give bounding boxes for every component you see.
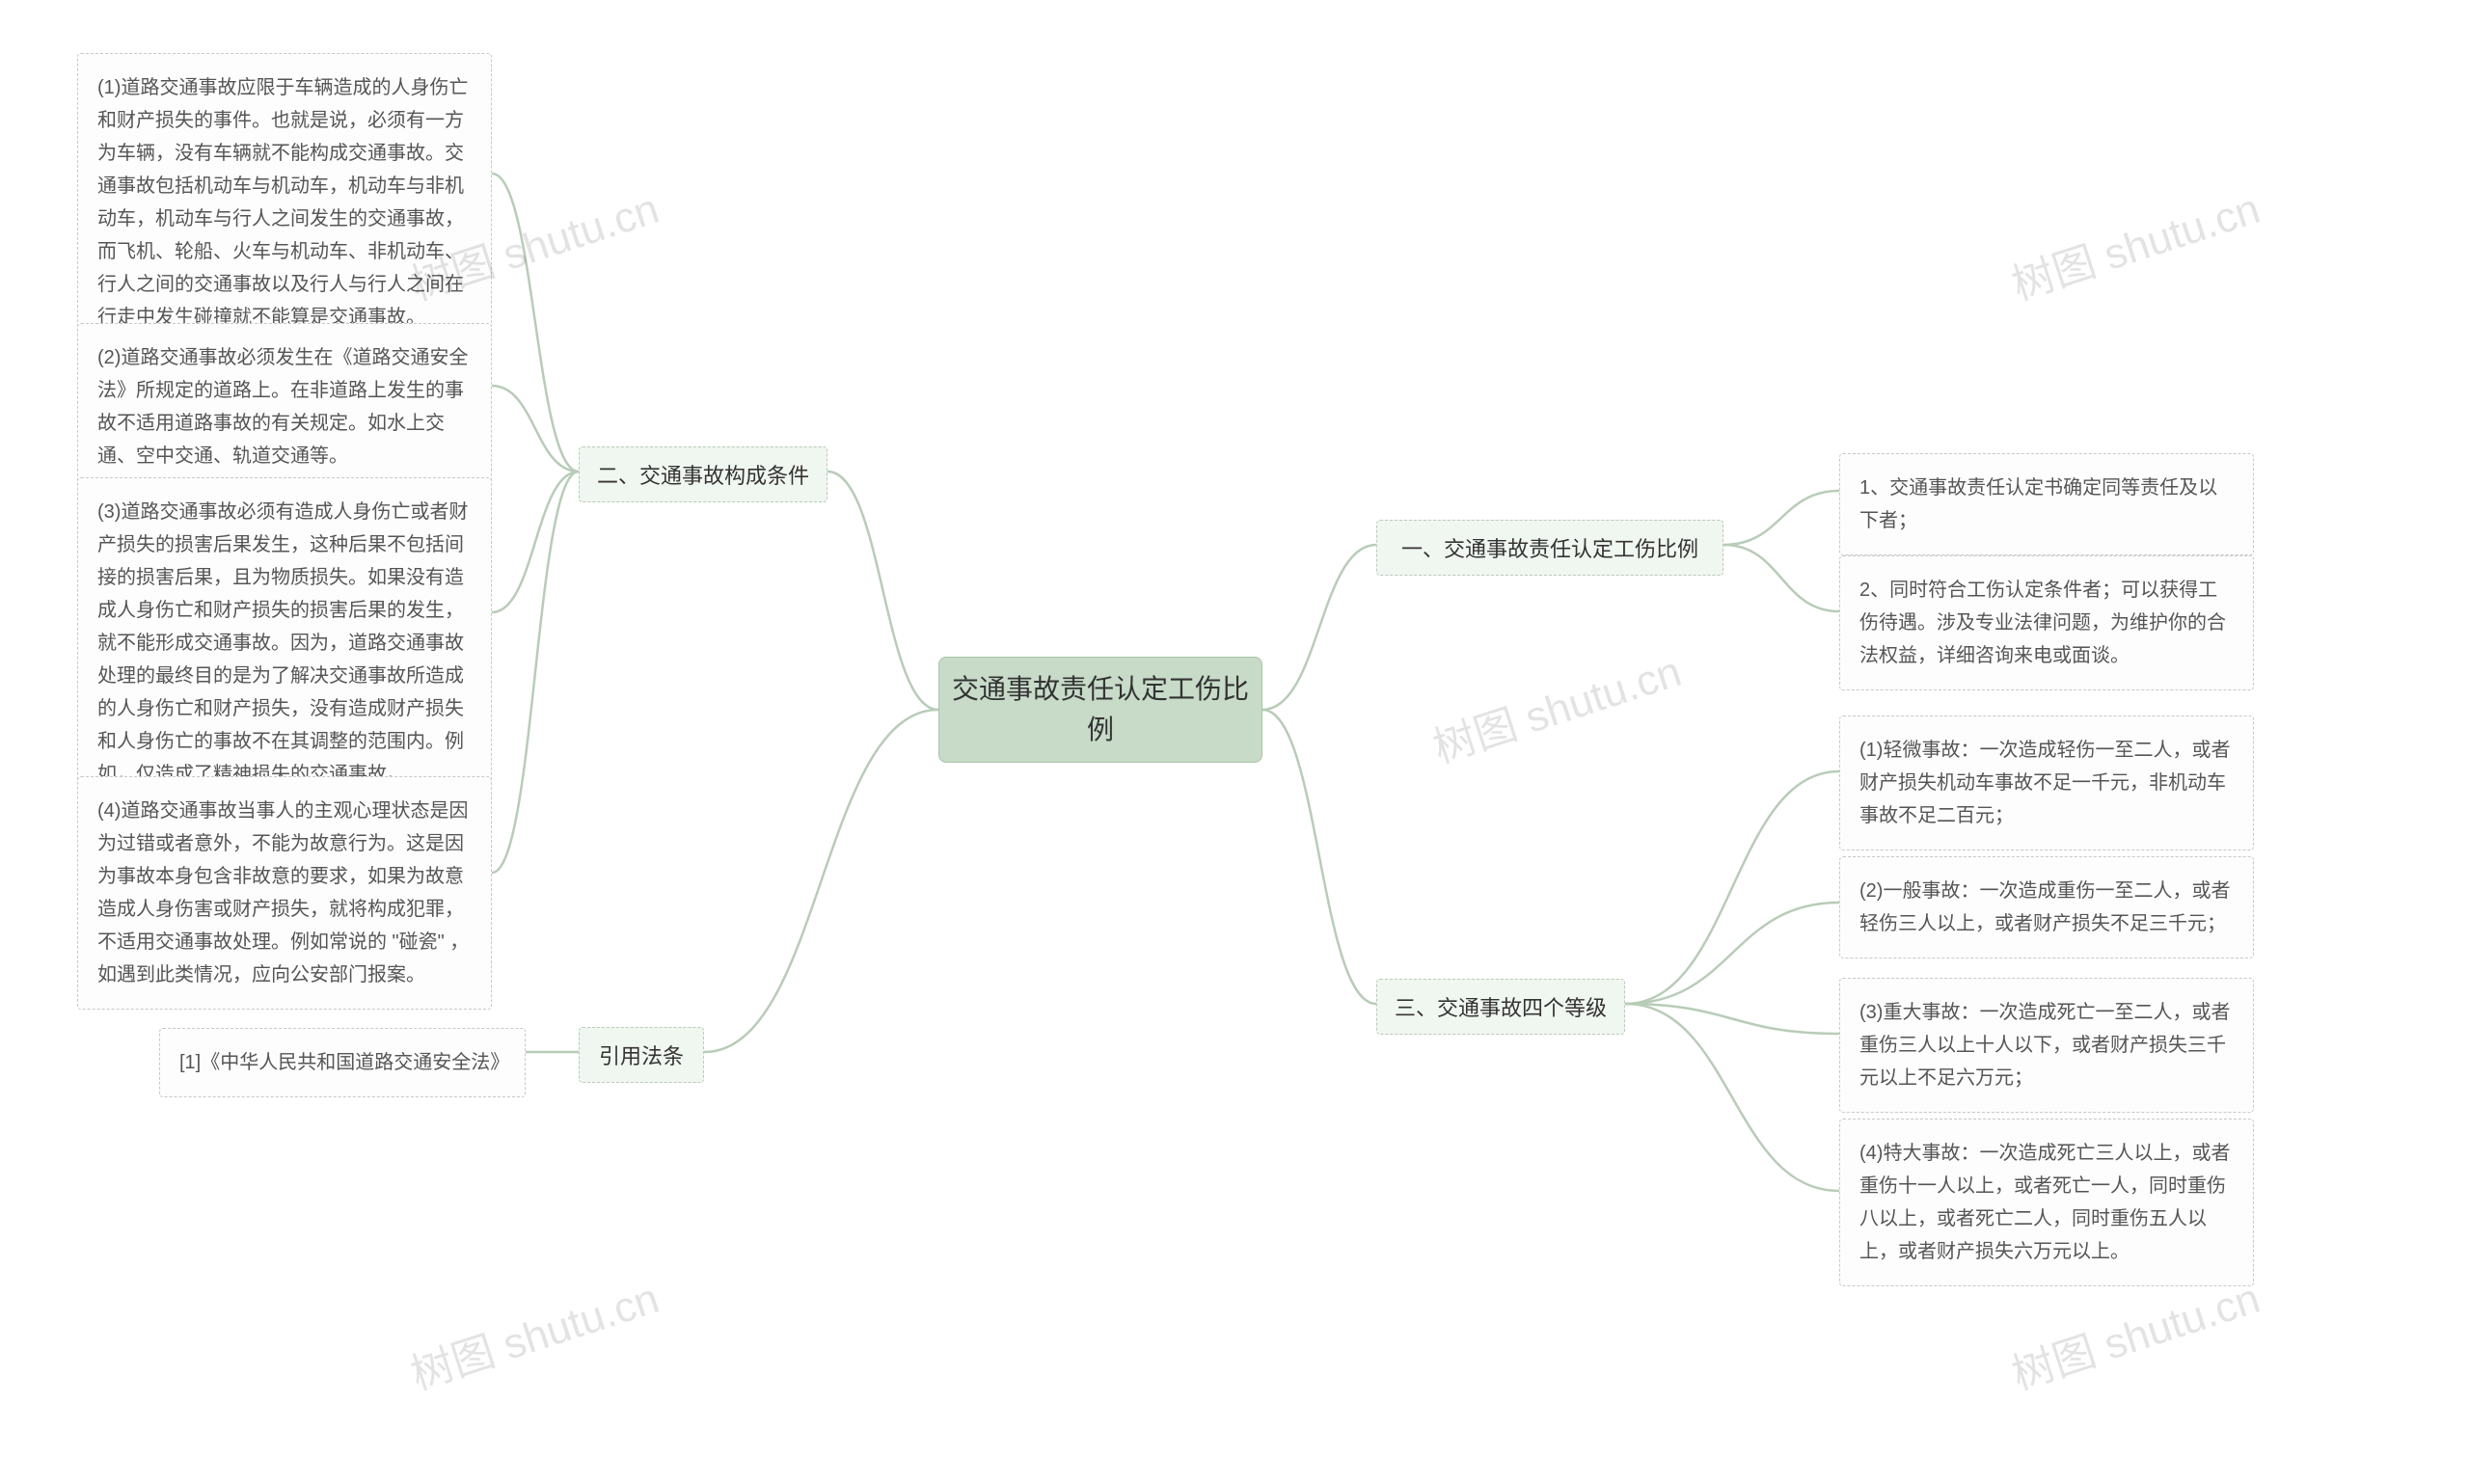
branch-r1: 一、交通事故责任认定工伤比例 <box>1376 520 1723 576</box>
branch-l2: 二、交通事故构成条件 <box>579 446 828 502</box>
branch-r3-text: 三、交通事故四个等级 <box>1395 991 1607 1022</box>
branch-r3: 三、交通事故四个等级 <box>1376 979 1625 1035</box>
leaf-l2d: (4)道路交通事故当事人的主观心理状态是因为过错或者意外，不能为故意行为。这是因… <box>77 776 492 1010</box>
leaf-lrefa: [1]《中华人民共和国道路交通安全法》 <box>159 1028 526 1097</box>
root-node-text: 交通事故责任认定工伤比例 <box>939 669 1262 750</box>
leaf-l2c-text: (3)道路交通事故必须有造成人身伤亡或者财产损失的损害后果发生，这种后果不包括间… <box>97 496 472 791</box>
leaf-r3b-text: (2)一般事故：一次造成重伤一至二人，或者轻伤三人以上，或者财产损失不足三千元； <box>1859 875 2234 940</box>
leaf-r3a-text: (1)轻微事故：一次造成轻伤一至二人，或者财产损失机动车事故不足一千元，非机动车… <box>1859 734 2234 832</box>
branch-lref: 引用法条 <box>579 1027 704 1083</box>
leaf-l2a-text: (1)道路交通事故应限于车辆造成的人身伤亡和财产损失的事件。也就是说，必须有一方… <box>97 71 472 334</box>
branch-lref-text: 引用法条 <box>599 1039 684 1070</box>
leaf-l2b-text: (2)道路交通事故必须发生在《道路交通安全法》所规定的道路上。在非道路上发生的事… <box>97 341 472 472</box>
branch-l2-text: 二、交通事故构成条件 <box>597 459 809 490</box>
leaf-l2b: (2)道路交通事故必须发生在《道路交通安全法》所规定的道路上。在非道路上发生的事… <box>77 323 492 491</box>
leaf-l2a: (1)道路交通事故应限于车辆造成的人身伤亡和财产损失的事件。也就是说，必须有一方… <box>77 53 492 352</box>
leaf-r3d: (4)特大事故：一次造成死亡三人以上，或者重伤十一人以上，或者死亡一人，同时重伤… <box>1839 1119 2254 1286</box>
leaf-r1a-text: 1、交通事故责任认定书确定同等责任及以下者； <box>1859 472 2234 537</box>
leaf-r1b-text: 2、同时符合工伤认定条件者；可以获得工伤待遇。涉及专业法律问题，为维护你的合法权… <box>1859 574 2234 672</box>
leaf-r1a: 1、交通事故责任认定书确定同等责任及以下者； <box>1839 453 2254 555</box>
leaf-l2d-text: (4)道路交通事故当事人的主观心理状态是因为过错或者意外，不能为故意行为。这是因… <box>97 795 472 991</box>
branch-r1-text: 一、交通事故责任认定工伤比例 <box>1401 532 1698 563</box>
leaf-r3c-text: (3)重大事故：一次造成死亡一至二人，或者重伤三人以上十人以下，或者财产损失三千… <box>1859 996 2234 1094</box>
leaf-r1b: 2、同时符合工伤认定条件者；可以获得工伤待遇。涉及专业法律问题，为维护你的合法权… <box>1839 555 2254 690</box>
leaf-lrefa-text: [1]《中华人民共和国道路交通安全法》 <box>179 1046 505 1079</box>
leaf-r3b: (2)一般事故：一次造成重伤一至二人，或者轻伤三人以上，或者财产损失不足三千元； <box>1839 856 2254 958</box>
leaf-r3a: (1)轻微事故：一次造成轻伤一至二人，或者财产损失机动车事故不足一千元，非机动车… <box>1839 715 2254 850</box>
leaf-r3c: (3)重大事故：一次造成死亡一至二人，或者重伤三人以上十人以下，或者财产损失三千… <box>1839 978 2254 1113</box>
root-node: 交通事故责任认定工伤比例 <box>938 657 1262 763</box>
leaf-r3d-text: (4)特大事故：一次造成死亡三人以上，或者重伤十一人以上，或者死亡一人，同时重伤… <box>1859 1137 2234 1268</box>
leaf-l2c: (3)道路交通事故必须有造成人身伤亡或者财产损失的损害后果发生，这种后果不包括间… <box>77 477 492 809</box>
